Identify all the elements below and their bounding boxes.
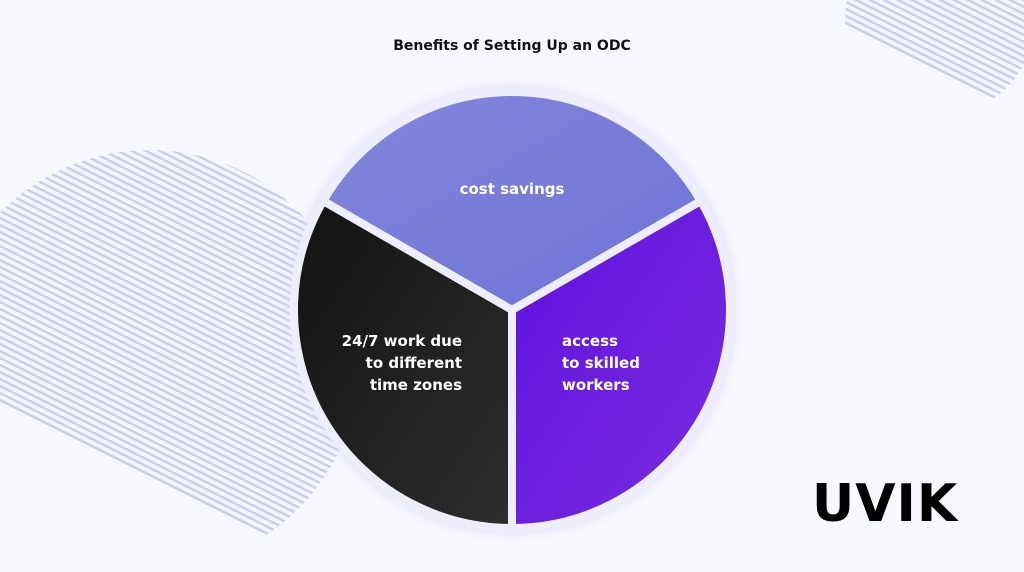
stripe	[57, 150, 360, 570]
label-line: time zones	[369, 376, 462, 394]
stripe	[0, 150, 360, 570]
stripe	[0, 150, 360, 570]
stripe	[43, 150, 360, 570]
stripe	[0, 150, 360, 570]
stripe	[0, 150, 360, 570]
stripe	[0, 150, 360, 570]
stripe	[845, 0, 1024, 115]
stripe	[15, 150, 360, 570]
stripe	[0, 150, 360, 570]
stripe	[845, 0, 1024, 115]
slice-label-skilled-workers: access to skilled workers	[562, 330, 640, 396]
stripe	[0, 150, 360, 570]
label-line: access	[562, 332, 618, 350]
label-line: cost savings	[459, 180, 565, 198]
pie-slice-1	[508, 197, 734, 532]
stripe	[0, 150, 360, 570]
stripe	[845, 0, 1024, 115]
slice-label-time-zones: 24/7 work due to different time zones	[300, 330, 462, 396]
label-line: workers	[562, 376, 630, 394]
stripe	[0, 150, 360, 570]
stripe	[0, 150, 360, 570]
stripe	[0, 150, 360, 570]
stripe	[845, 0, 1024, 115]
stripe	[0, 150, 360, 570]
stripe	[71, 150, 360, 570]
stripe	[85, 150, 360, 570]
stripe	[0, 150, 360, 570]
pie-slice-2	[290, 197, 516, 532]
stripe	[0, 150, 360, 570]
stripe	[0, 150, 360, 570]
stripe	[0, 150, 360, 570]
stripe	[845, 0, 1024, 115]
stripe	[0, 150, 360, 570]
label-line: 24/7 work due	[341, 332, 462, 350]
stripe	[845, 0, 1024, 115]
stripe	[0, 150, 360, 570]
label-line: to skilled	[562, 354, 640, 372]
stripe	[0, 150, 360, 570]
stripe	[0, 150, 360, 570]
stripe	[1, 150, 360, 570]
stripe	[0, 150, 360, 570]
uvik-logo: UVIK	[812, 474, 959, 534]
stripe	[0, 150, 360, 570]
stripe	[0, 150, 360, 570]
stripe	[0, 150, 360, 570]
stripe	[0, 150, 360, 570]
chart-title: Benefits of Setting Up an ODC	[393, 38, 631, 54]
stripe	[0, 150, 360, 570]
label-line: to different	[365, 354, 462, 372]
stripe	[845, 0, 1024, 115]
stripe	[0, 150, 360, 570]
stripe	[29, 150, 360, 570]
stripe	[0, 150, 360, 570]
stripe	[845, 0, 1024, 115]
stripe	[845, 0, 1024, 115]
stripe	[0, 150, 360, 570]
slice-label-cost-savings: cost savings	[412, 178, 612, 200]
stripe	[0, 150, 360, 570]
stripe	[0, 150, 360, 570]
stripe	[0, 150, 360, 570]
stripe	[0, 150, 360, 570]
